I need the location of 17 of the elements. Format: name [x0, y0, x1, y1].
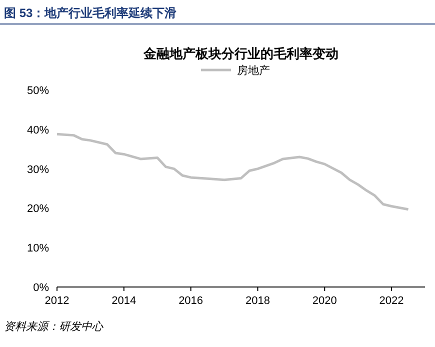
x-tick-label: 2016 [178, 295, 204, 307]
x-tick-label: 2012 [44, 295, 70, 307]
y-tick-label: 10% [26, 242, 50, 255]
y-tick-label: 50% [26, 85, 50, 97]
y-tick-label: 30% [26, 164, 50, 176]
y-tick-label: 0% [33, 282, 50, 294]
legend-label: 房地产 [237, 64, 270, 77]
text: 资料来源：研发中心 [4, 320, 104, 333]
x-tick-label: 2014 [112, 295, 136, 307]
line-series [56, 132, 410, 211]
chart-subtitle: 金融地产板块分行业的毛利率变动 [142, 46, 338, 61]
x-tick-label: 2020 [312, 295, 337, 307]
x-tick-label: 2018 [245, 295, 270, 307]
chart-title: 图 53：地产行业毛利率延续下滑 [4, 6, 177, 20]
x-tick-label: 2022 [379, 295, 404, 307]
y-tick-label: 40% [26, 124, 50, 136]
y-tick-label: 20% [26, 203, 50, 216]
